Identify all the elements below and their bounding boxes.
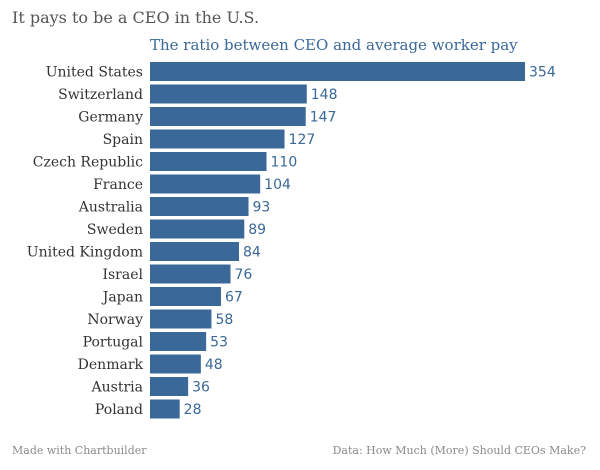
value-label: 93 <box>253 200 271 216</box>
category-label: Austria <box>91 380 143 396</box>
category-label: France <box>93 177 143 193</box>
value-label: 147 <box>310 110 337 126</box>
category-label: Israel <box>102 267 143 283</box>
value-label: 110 <box>271 155 298 171</box>
category-label: Germany <box>78 110 143 126</box>
category-label: Portugal <box>83 335 144 351</box>
value-label: 127 <box>289 132 316 148</box>
bar <box>150 332 207 351</box>
category-label: Spain <box>103 132 143 148</box>
bar <box>150 129 285 149</box>
value-label: 76 <box>235 267 253 283</box>
category-label: Denmark <box>78 357 144 373</box>
bar <box>150 62 525 81</box>
value-label: 58 <box>215 312 233 328</box>
value-label: 53 <box>210 335 228 351</box>
value-label: 354 <box>529 65 556 81</box>
bar <box>150 107 306 126</box>
category-label: Norway <box>87 312 143 328</box>
chart-subtitle: The ratio between CEO and average worker… <box>150 36 518 54</box>
bar <box>150 219 245 239</box>
category-label: Poland <box>95 402 143 418</box>
bar <box>150 197 249 216</box>
bar <box>150 84 307 104</box>
category-label: United States <box>46 65 143 81</box>
bar <box>150 152 267 171</box>
category-label: Japan <box>101 290 143 306</box>
bar <box>150 399 180 419</box>
category-label: United Kingdom <box>27 245 143 261</box>
bar <box>150 264 231 284</box>
bar <box>150 309 212 329</box>
bar <box>150 174 261 194</box>
category-label: Switzerland <box>58 87 143 103</box>
category-label: Australia <box>78 200 143 216</box>
category-label: Sweden <box>87 222 143 238</box>
bar <box>150 377 189 396</box>
value-label: 28 <box>184 402 202 418</box>
value-label: 148 <box>311 87 338 103</box>
bar <box>150 242 239 261</box>
value-label: 89 <box>248 222 266 238</box>
value-label: 104 <box>264 177 291 193</box>
bars-group: United States 354 Switzerland 148 Germany 147… <box>27 62 556 419</box>
value-label: 67 <box>225 290 243 306</box>
bar <box>150 287 221 306</box>
chart-title: It pays to be a CEO in the U.S. <box>12 8 260 27</box>
value-label: 36 <box>192 380 210 396</box>
value-label: 84 <box>243 245 261 261</box>
footer-source: Data: How Much (More) Should CEOs Make? <box>332 444 586 457</box>
bar <box>150 354 201 374</box>
category-label: Czech Republic <box>33 155 143 171</box>
footer-credit: Made with Chartbuilder <box>12 444 147 457</box>
value-label: 48 <box>205 357 223 373</box>
